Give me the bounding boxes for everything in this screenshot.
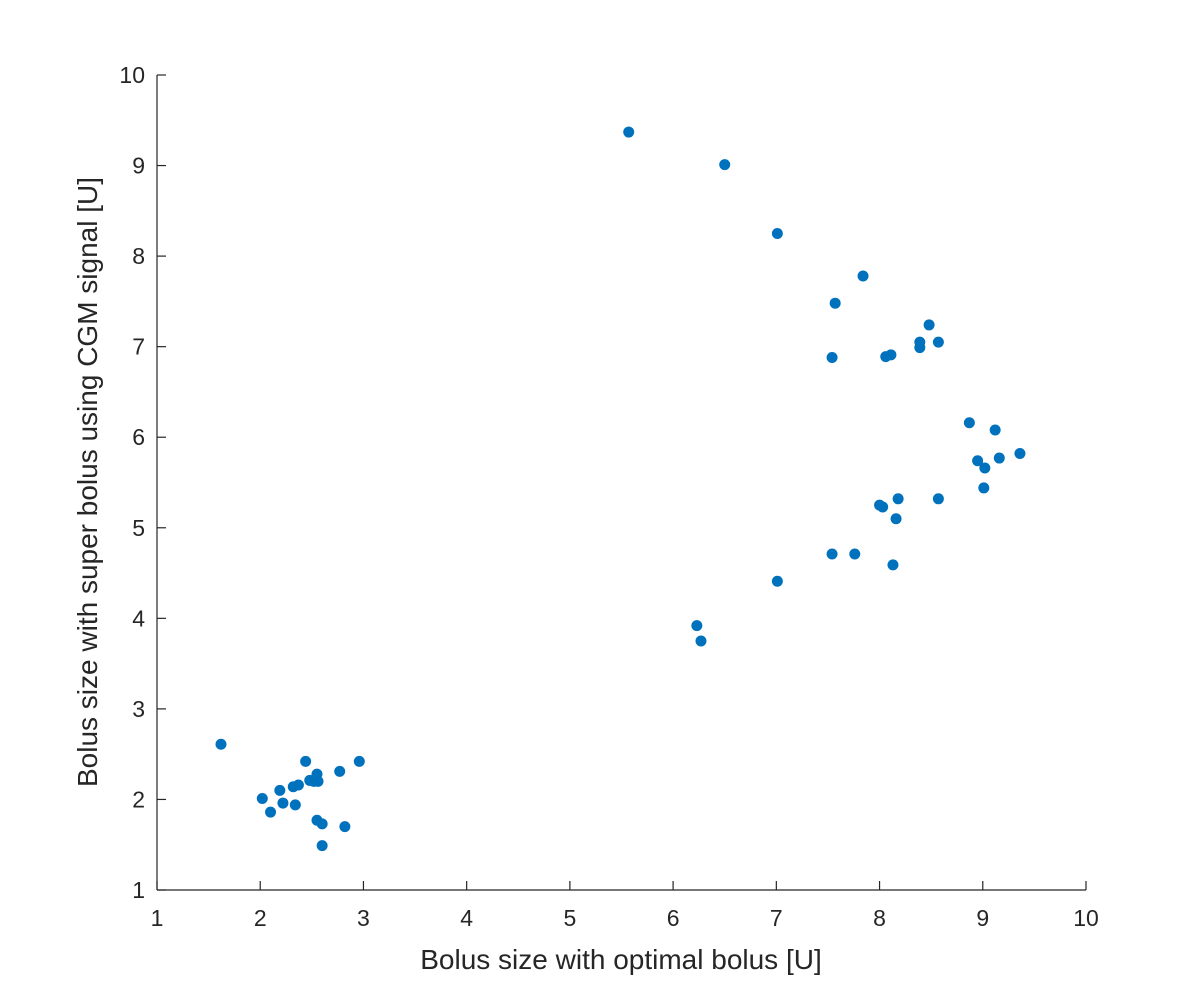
data-point (339, 821, 351, 833)
data-point (963, 417, 975, 429)
data-point (887, 559, 899, 571)
axes (156, 75, 1086, 891)
data-point (989, 424, 1001, 436)
data-point (691, 620, 703, 632)
y-axis-label: Bolus size with super bolus using CGM si… (72, 177, 103, 787)
data-point (826, 548, 838, 560)
data-point (353, 755, 365, 767)
data-point (972, 455, 984, 467)
data-point (256, 793, 268, 805)
data-point (923, 319, 935, 331)
x-tick-label: 7 (770, 905, 783, 931)
data-point (826, 352, 838, 364)
data-point (316, 840, 328, 852)
data-point (771, 575, 783, 587)
data-point (885, 349, 897, 361)
data-point (932, 336, 944, 348)
data-point (274, 784, 286, 796)
x-tick-label: 10 (1073, 905, 1099, 931)
x-ticks: 1 2 3 4 5 6 7 8 9 10 (151, 881, 1099, 931)
data-point (877, 501, 889, 513)
data-point (932, 493, 944, 505)
x-tick-label: 9 (976, 905, 989, 931)
data-point (829, 297, 841, 309)
data-points (215, 126, 1026, 852)
data-point (849, 548, 861, 560)
data-point (292, 779, 304, 791)
data-point (914, 336, 926, 348)
y-tick-label: 4 (132, 605, 145, 631)
data-point (857, 270, 869, 282)
x-tick-label: 8 (873, 905, 886, 931)
x-tick-label: 2 (254, 905, 267, 931)
y-tick-label: 3 (132, 696, 145, 722)
x-tick-label: 3 (357, 905, 370, 931)
y-tick-label: 9 (132, 153, 145, 179)
data-point (993, 452, 1005, 464)
data-point (215, 738, 227, 750)
y-tick-label: 7 (132, 334, 145, 360)
y-tick-label: 10 (119, 62, 145, 88)
data-point (979, 462, 991, 474)
x-tick-label: 4 (460, 905, 473, 931)
y-ticks: 1 2 3 4 5 6 7 8 9 10 (119, 62, 166, 903)
data-point (334, 765, 346, 777)
data-point (695, 635, 707, 647)
data-point (300, 755, 312, 767)
data-point (1014, 448, 1026, 460)
x-tick-label: 6 (667, 905, 680, 931)
y-tick-label: 5 (132, 515, 145, 541)
data-point (719, 159, 731, 171)
data-point (289, 799, 301, 811)
data-point (316, 818, 328, 830)
y-tick-label: 2 (132, 786, 145, 812)
x-tick-label: 1 (151, 905, 164, 931)
y-tick-label: 6 (132, 424, 145, 450)
data-point (277, 797, 289, 809)
x-tick-label: 5 (563, 905, 576, 931)
data-point (978, 482, 990, 494)
data-point (890, 513, 902, 525)
y-tick-label: 1 (132, 877, 145, 903)
data-point (892, 493, 904, 505)
y-tick-label: 8 (132, 243, 145, 269)
data-point (771, 227, 783, 239)
data-point (265, 806, 277, 818)
data-point (312, 775, 324, 787)
data-point (623, 126, 635, 138)
x-axis-label: Bolus size with optimal bolus [U] (420, 944, 822, 975)
